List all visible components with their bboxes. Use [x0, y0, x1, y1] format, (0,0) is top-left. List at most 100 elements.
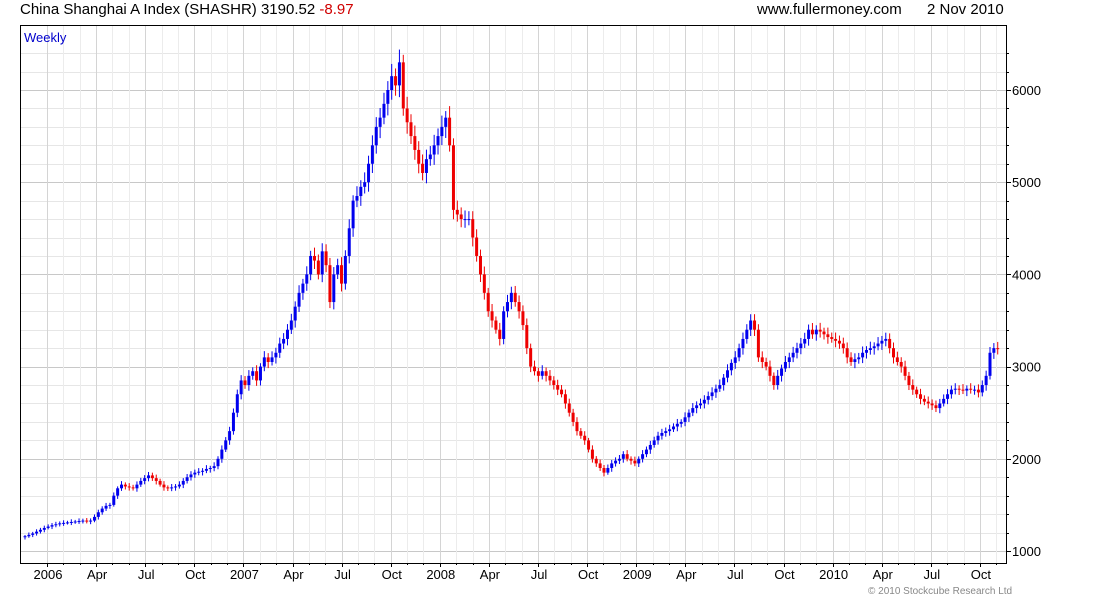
candle [359, 180, 363, 206]
x-tick-label: Apr [87, 567, 108, 582]
candle [355, 186, 359, 208]
candle [324, 244, 328, 273]
candle [347, 219, 351, 264]
candle [166, 485, 170, 492]
candle [502, 306, 506, 345]
candle-body [394, 76, 398, 86]
candle-body [506, 302, 509, 312]
candle-body [490, 311, 494, 321]
candle [212, 462, 216, 472]
candle [610, 459, 614, 472]
candle-body [895, 357, 899, 362]
candle [116, 486, 120, 499]
x-tick-label: Oct [971, 567, 992, 582]
candle [629, 456, 633, 465]
candle-body [50, 525, 54, 527]
candle-body [274, 352, 278, 358]
candle [683, 412, 687, 427]
candle [942, 394, 946, 407]
candle-body [116, 488, 120, 496]
candle-body [830, 337, 834, 339]
candle [864, 346, 868, 359]
candle-body [313, 255, 316, 261]
plot-frame [20, 25, 1007, 564]
candle-body [699, 403, 702, 406]
candle-body [733, 357, 737, 363]
candle [965, 385, 969, 397]
candle-body [62, 522, 66, 524]
candle [521, 305, 525, 331]
candle [278, 337, 282, 358]
candle-body [320, 251, 324, 275]
candle-body [382, 103, 386, 118]
candle [193, 469, 197, 478]
candle [328, 257, 332, 309]
candle-body [617, 458, 621, 461]
candle-body [247, 375, 251, 386]
candle-body [220, 449, 224, 459]
candle [185, 473, 189, 484]
candle-body [258, 366, 262, 381]
candle [795, 342, 799, 359]
candle [872, 342, 876, 355]
candle-body [926, 401, 930, 404]
candle [652, 436, 656, 448]
candle-body [621, 454, 625, 459]
candle [351, 195, 355, 237]
candle [691, 403, 695, 417]
candle [641, 450, 645, 463]
candle [710, 387, 714, 401]
candle-body [239, 380, 243, 395]
candle [255, 365, 259, 386]
candle-body [278, 343, 282, 353]
candle [571, 408, 575, 427]
candle-body [776, 375, 780, 386]
candle-body [683, 417, 687, 422]
candle [899, 357, 903, 373]
candle-body [992, 348, 996, 353]
grid [20, 25, 1006, 563]
candle [262, 351, 266, 372]
candle-body [845, 348, 849, 358]
candle-body [170, 487, 174, 489]
candle [475, 229, 479, 262]
candle [949, 385, 953, 399]
candle-body [332, 274, 336, 303]
candle [478, 249, 482, 282]
candle-body [575, 421, 579, 432]
candle-body [668, 429, 672, 432]
candle-body [834, 338, 838, 341]
candle-body [231, 412, 235, 432]
candle [340, 257, 344, 292]
candle-body [702, 399, 706, 404]
candle [147, 471, 151, 482]
candle [988, 347, 992, 380]
candle-body [42, 527, 46, 530]
candle [760, 351, 764, 369]
candle-body [818, 329, 822, 332]
candle [637, 456, 641, 468]
candle-body [262, 357, 266, 367]
candle-body [579, 431, 583, 436]
candle-body [876, 343, 880, 347]
candle-body [158, 480, 162, 485]
candle [139, 477, 143, 487]
candle-body [988, 352, 992, 376]
candle-body [455, 209, 459, 215]
candle-body [768, 366, 772, 376]
candle [127, 483, 131, 491]
candle [729, 359, 733, 376]
website-link[interactable]: www.fullermoney.com [757, 1, 902, 18]
candle [969, 383, 973, 394]
candle [787, 352, 791, 369]
candle [602, 465, 606, 477]
candle [552, 376, 556, 390]
candle [614, 457, 618, 467]
candle-body [729, 362, 733, 371]
candle [309, 250, 313, 281]
candle-body [903, 366, 907, 376]
candle-body [193, 472, 197, 475]
candle [996, 341, 1000, 355]
candle [506, 294, 509, 318]
candle-body [556, 385, 560, 390]
